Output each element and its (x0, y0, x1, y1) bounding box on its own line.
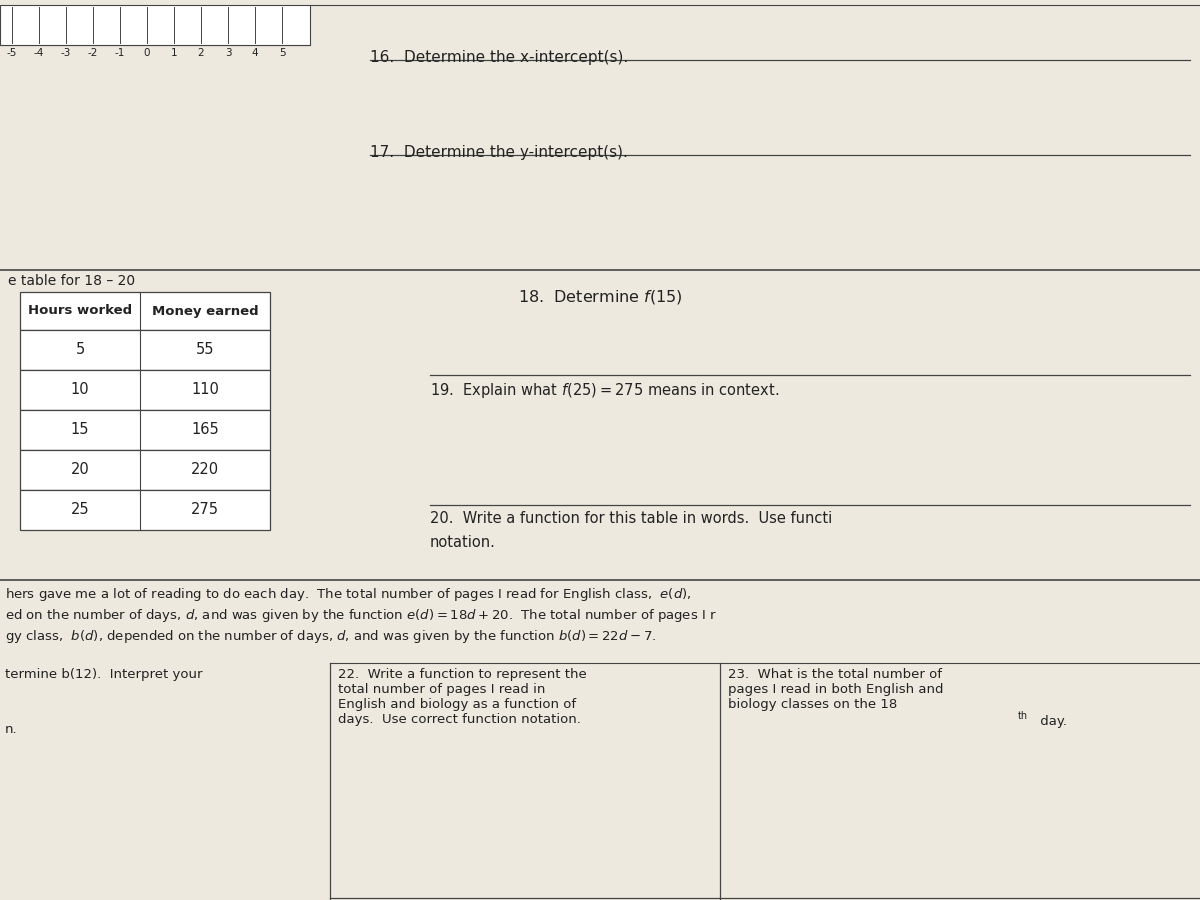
Text: -5: -5 (7, 48, 17, 58)
Text: e table for 18 – 20: e table for 18 – 20 (8, 274, 136, 288)
Text: 4: 4 (252, 48, 258, 58)
Text: 5: 5 (76, 343, 85, 357)
Text: 3: 3 (224, 48, 232, 58)
Text: 110: 110 (191, 382, 218, 398)
Text: 23.  What is the total number of
pages I read in both English and
biology classe: 23. What is the total number of pages I … (728, 668, 943, 711)
Bar (20, 410, 270, 450)
Text: 0: 0 (144, 48, 150, 58)
Text: -2: -2 (88, 48, 98, 58)
Text: gy class,  $b(d)$, depended on the number of days, $d$, and was given by the fun: gy class, $b(d)$, depended on the number… (5, 628, 656, 645)
Text: Hours worked: Hours worked (28, 304, 132, 318)
Text: 18.  Determine $f(15)$: 18. Determine $f(15)$ (517, 288, 683, 306)
Text: day.: day. (1036, 715, 1067, 728)
Text: 19.  Explain what $f(25) = 275$ means in context.: 19. Explain what $f(25) = 275$ means in … (430, 381, 779, 400)
Text: 16.  Determine the x-intercept(s).: 16. Determine the x-intercept(s). (370, 50, 629, 65)
Bar (20, 490, 270, 530)
Text: 5: 5 (278, 48, 286, 58)
Text: 17.  Determine the y-intercept(s).: 17. Determine the y-intercept(s). (370, 145, 628, 160)
Text: 15: 15 (71, 422, 89, 437)
Text: -1: -1 (115, 48, 125, 58)
Text: 22.  Write a function to represent the
total number of pages I read in
English a: 22. Write a function to represent the to… (338, 668, 587, 726)
Text: 55: 55 (196, 343, 215, 357)
Text: 1: 1 (170, 48, 178, 58)
Text: th: th (1018, 711, 1028, 721)
Text: -3: -3 (61, 48, 71, 58)
Text: 10: 10 (71, 382, 89, 398)
Text: n.: n. (5, 723, 18, 736)
Text: ed on the number of days, $d$, and was given by the function $e(d) = 18d + 20$. : ed on the number of days, $d$, and was g… (5, 607, 716, 624)
Text: 165: 165 (191, 422, 218, 437)
Bar (20, 370, 270, 410)
Text: 25: 25 (71, 502, 89, 518)
Text: 220: 220 (191, 463, 220, 478)
Text: -4: -4 (34, 48, 44, 58)
Text: 2: 2 (198, 48, 204, 58)
Bar (20, 330, 270, 370)
Bar (20, 292, 270, 330)
Bar (0, 5, 310, 45)
Bar (20, 450, 270, 490)
Text: notation.: notation. (430, 535, 496, 550)
Text: Money earned: Money earned (151, 304, 258, 318)
Text: 20.  Write a function for this table in words.  Use functi: 20. Write a function for this table in w… (430, 511, 833, 526)
Text: 20: 20 (71, 463, 89, 478)
Text: 275: 275 (191, 502, 220, 518)
Text: hers gave me a lot of reading to do each day.  The total number of pages I read : hers gave me a lot of reading to do each… (5, 586, 691, 603)
Text: termine b(12).  Interpret your: termine b(12). Interpret your (5, 668, 203, 681)
